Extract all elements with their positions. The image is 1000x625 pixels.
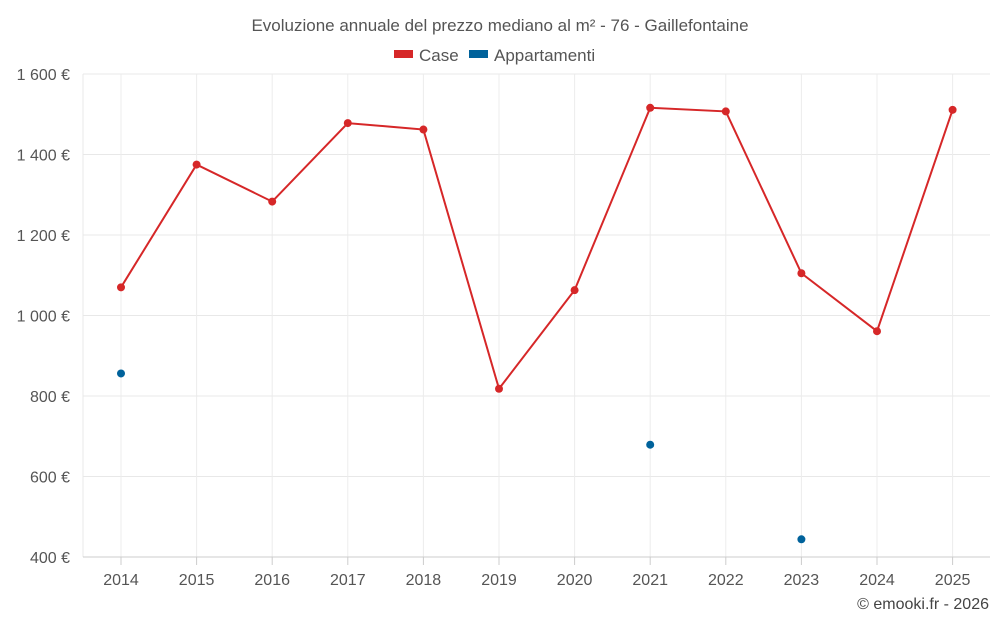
grid	[82, 73, 990, 557]
series-line-case	[120, 106, 954, 391]
y-tick-label: 800 €	[30, 389, 70, 406]
x-tick-label: 2017	[330, 572, 366, 589]
y-tick-label: 1 000 €	[17, 309, 70, 326]
data-point[interactable]	[419, 125, 428, 134]
y-tick-label: 600 €	[30, 470, 70, 487]
data-point[interactable]	[797, 269, 806, 278]
data-point[interactable]	[117, 283, 125, 292]
x-axis: 2014 2015 2016 2017 2018 2019 2020 2021 2022 2023…	[83, 556, 990, 589]
x-tick-label: 2014	[103, 572, 139, 589]
x-tick-label: 2020	[557, 572, 593, 589]
data-point[interactable]	[721, 107, 730, 116]
data-point[interactable]	[873, 327, 881, 336]
y-tick-label: 1 400 €	[17, 148, 70, 165]
data-point[interactable]	[646, 440, 655, 449]
legend-swatch-appartamenti	[469, 50, 488, 58]
x-tick-label: 2024	[859, 572, 895, 589]
data-point[interactable]	[192, 160, 201, 169]
x-tick-label: 2022	[708, 572, 744, 589]
data-point[interactable]	[646, 103, 655, 112]
legend: Case Appartamenti	[394, 46, 595, 65]
legend-label-appartamenti[interactable]: Appartamenti	[494, 46, 595, 65]
data-point[interactable]	[948, 105, 957, 114]
x-tick-label: 2019	[481, 572, 517, 589]
series-appartamenti	[117, 369, 806, 544]
series-case	[117, 103, 957, 393]
data-point[interactable]	[797, 535, 806, 544]
chart-title: Evoluzione annuale del prezzo mediano al…	[251, 16, 748, 35]
credit: © emooki.fr - 2026	[857, 596, 989, 613]
x-tick-label: 2016	[254, 572, 290, 589]
y-axis: 400 € 600 € 800 € 1 000 € 1 200 € 1 400 € 1 60…	[17, 67, 70, 567]
series	[117, 103, 957, 544]
x-tick-label: 2018	[406, 572, 442, 589]
data-point[interactable]	[495, 384, 503, 393]
data-point[interactable]	[570, 286, 579, 295]
x-tick-label: 2015	[179, 572, 215, 589]
y-tick-label: 400 €	[30, 550, 70, 567]
legend-swatch-case	[394, 50, 413, 58]
x-tick-label: 2021	[632, 572, 668, 589]
y-tick-label: 1 600 €	[17, 67, 70, 84]
data-point[interactable]	[343, 119, 352, 128]
y-tick-label: 1 200 €	[17, 228, 70, 245]
x-tick-label: 2023	[784, 572, 820, 589]
data-point[interactable]	[117, 369, 125, 378]
x-tick-label: 2025	[935, 572, 971, 589]
data-point[interactable]	[268, 197, 277, 206]
legend-label-case[interactable]: Case	[419, 46, 459, 65]
